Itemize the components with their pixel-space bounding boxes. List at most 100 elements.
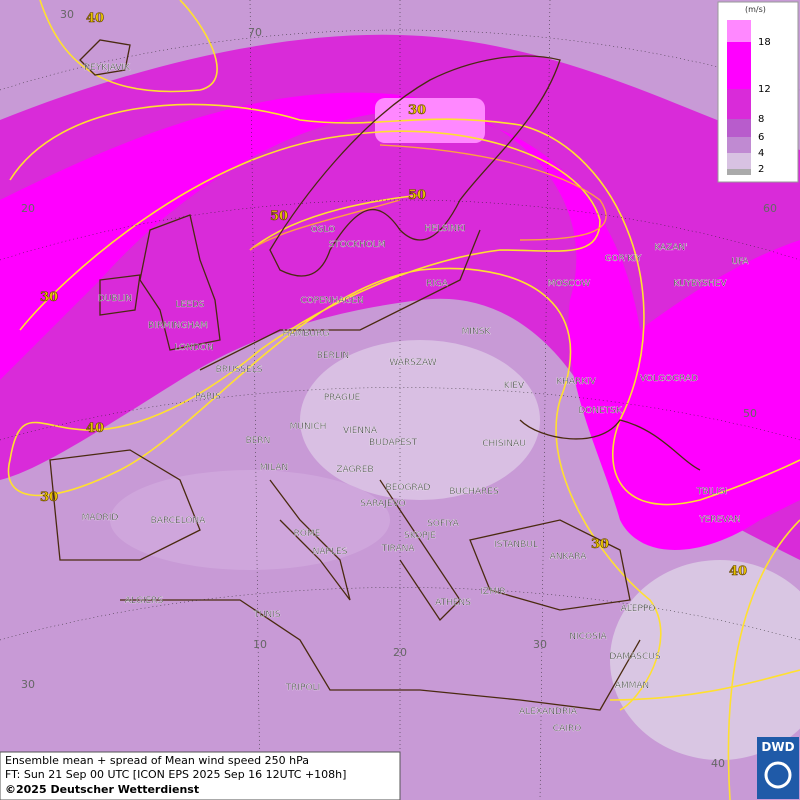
city-label: GOR'KIY [605,254,642,264]
city-label: ATHENS [435,598,471,608]
city-label: AMMAN [615,681,650,691]
city-label: BARCELONA [151,516,207,526]
legend-swatch [727,169,751,175]
contour-label: 40 [86,11,104,26]
grid-label: 20 [21,202,35,215]
city-label: BUDAPEST [369,438,418,448]
city-label: COPENHAGEN [300,296,363,306]
caption: ©2025 Deutscher Wetterdienst [5,783,199,796]
grid-label: 40 [711,757,725,770]
caption: Ensemble mean + spread of Mean wind spee… [5,754,309,767]
city-label: MILAN [260,463,289,473]
city-label: KUYBYSHEV [673,279,727,289]
labels: REYKJAVIK DUBLIN LEEDS BIRMINGHAM LONDON BRUS… [21,8,777,770]
city-label: NICOSIA [569,632,607,642]
grid-label: 30 [21,678,35,691]
city-label: MADRID [82,513,119,523]
legend-swatch [727,20,751,42]
city-label: HELSINKI [424,224,465,234]
city-label: TRIPOLI [285,683,321,693]
city-label: VOLGOGRAD [640,374,698,384]
legend-level: 6 [758,132,764,143]
city-label: SARAJEVO [360,499,406,509]
calm-area [610,560,800,760]
city-label: LEEDS [175,300,204,310]
city-label: ANKARA [550,552,588,562]
city-label: VIENNA [343,426,378,436]
contour-label: 50 [270,209,288,224]
city-label: MUNICH [290,422,327,432]
contour-label: 50 [408,188,426,203]
city-label: STOCKHOLM [328,240,385,250]
legend-level: 8 [758,114,764,125]
contour-label: 30 [408,103,426,118]
city-label: MINSK [462,327,492,337]
city-label: OSLO [311,225,336,235]
calm-area [300,340,540,500]
caption-box [0,751,401,800]
city-label: KAZAN' [654,243,687,253]
calm-area [110,470,390,570]
city-label: CAIRO [553,724,581,734]
city-label: NAPLES [313,547,348,557]
city-label: IZMIR [480,587,506,597]
contours [249,144,607,251]
city-label: KHARKIV [556,377,597,387]
city-label: BERLIN [317,351,350,361]
grid-label: 20 [393,646,407,659]
coastlines [49,39,701,711]
city-label: YEREVAN [698,515,741,525]
legend-level: 2 [758,164,764,175]
grid-label: 70 [248,26,262,39]
logo [757,737,799,799]
legend-level: 4 [758,148,764,159]
city-label: ISTANBUL [494,540,538,550]
city-label: BEOGRAD [386,483,431,493]
legend-level: 18 [758,37,771,48]
city-label: ZAGREB [336,465,373,475]
logo-text: DWD [761,740,794,754]
city-label: CHISINAU [482,439,526,449]
legend-swatch [727,42,751,89]
grid-label: 50 [743,407,757,420]
city-label: SKOPJE [404,531,436,541]
grid-label: 30 [533,638,547,651]
legend-swatch [727,89,751,119]
contour-label: 30 [40,290,58,305]
grid-label: 60 [763,202,777,215]
city-label: REYKJAVIK [84,63,131,73]
city-label: TUNIS [252,610,280,620]
legend-level: 12 [758,84,771,95]
city-label: BUCHARES [449,487,499,497]
city-label: DAMASCUS [609,652,660,662]
city-label: TBILISI [696,487,727,497]
contour-label: 30 [40,490,58,505]
city-label: PRAGUE [324,393,361,403]
legend-swatch [727,153,751,169]
city-label: DUBLIN [98,294,132,304]
contour-label: 40 [86,421,104,436]
city-label: TIRANA [380,544,415,554]
city-label: KIEV [504,381,525,391]
caption: FT: Sun 21 Sep 00 UTC [ICON EPS 2025 Sep… [5,768,346,781]
contour-label: 30 [591,537,609,552]
city-label: ALEPPO [621,604,656,614]
city-label: HAMBURG [283,329,330,339]
city-label: LONDON [174,343,213,353]
city-label: WARSZAW [389,358,436,368]
contour-label: 40 [729,564,747,579]
city-label: SOFIYA [427,519,459,529]
city-label: BIRMINGHAM [148,321,208,331]
logo-icon [764,761,792,789]
city-label: DONETSK [578,406,623,416]
city-label: ALGIERS [125,596,164,606]
city-label: BERN [246,436,271,446]
legend-swatch [727,137,751,153]
contours [7,0,800,800]
city-label: UFA [731,257,749,267]
legend: (m/s) 18 12 8 6 4 2 [717,1,799,183]
city-label: ROME [294,529,321,539]
city-label: MOSCOW [548,279,591,289]
legend-swatch [727,119,751,137]
